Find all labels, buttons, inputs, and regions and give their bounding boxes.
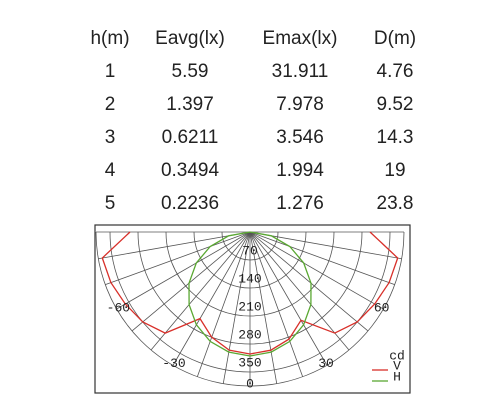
table-cell: 31.911: [271, 60, 329, 82]
spoke: [249, 231, 304, 377]
r-tick-label: 350: [238, 355, 261, 370]
angle-tick-label: -60: [107, 300, 130, 315]
angle-tick-label: -30: [162, 356, 185, 371]
table-cell: 3.546: [276, 126, 324, 148]
table-cell: 19: [384, 159, 406, 181]
outer-arc: [95, 231, 405, 387]
angle-tick-label: 30: [318, 356, 334, 371]
spoke: [249, 231, 369, 332]
r-tick-label: 140: [238, 271, 261, 286]
grid-arc: [165, 231, 335, 317]
spoke: [249, 231, 350, 351]
table-cell: 5: [104, 192, 116, 214]
table-cell: 1: [104, 60, 116, 82]
spoke: [249, 231, 384, 310]
table-cell: Emax(lx): [262, 27, 338, 49]
table-row: 3 0.6211 3.546 14.3: [80, 121, 430, 154]
legend-label: V: [393, 358, 401, 373]
table-cell: 5.59: [171, 60, 209, 82]
curve: [101, 231, 399, 355]
table-cell: 7.978: [276, 93, 324, 115]
spoke: [150, 231, 251, 351]
plot-frame: [94, 224, 411, 394]
table-cell: 0.6211: [161, 126, 219, 148]
table-cell: 14.3: [376, 126, 414, 148]
table-cell: 4: [104, 159, 116, 181]
spoke: [116, 231, 251, 310]
r-tick-label: 280: [238, 327, 261, 342]
table-cell: h(m): [90, 27, 130, 49]
table-row: h(m) Eavg(lx) Emax(lx) D(m): [80, 22, 430, 55]
table-cell: D(m): [373, 27, 417, 49]
spoke: [249, 231, 328, 366]
curve: [188, 231, 312, 357]
spoke: [222, 231, 251, 384]
angle-tick-label: 0: [246, 376, 254, 391]
spoke: [172, 231, 251, 366]
spoke: [196, 231, 251, 377]
table-row: 1 5.59 31.911 4.76: [80, 55, 430, 88]
table-cell: Eavg(lx): [155, 27, 225, 49]
spoke: [249, 231, 395, 286]
angle-tick-label: 60: [374, 300, 390, 315]
table-cell: 0.2236: [160, 192, 220, 214]
table-cell: 1.397: [166, 93, 214, 115]
unit-label: cd: [389, 348, 405, 363]
table-cell: 1.276: [276, 192, 324, 214]
table-row: 4 0.3494 1.994 19: [80, 154, 430, 187]
table-cell: 23.8: [376, 192, 414, 214]
r-tick-label: 70: [242, 243, 258, 258]
table-cell: 3: [104, 126, 116, 148]
grid-arc: [193, 231, 307, 289]
spoke: [98, 231, 251, 260]
table-row: 2 1.397 7.978 9.52: [80, 88, 430, 121]
spoke: [105, 231, 251, 286]
grid-arc: [109, 231, 391, 373]
legend-label: H: [393, 369, 401, 384]
table-cell: 0.3494: [160, 159, 220, 181]
table-cell: 4.76: [376, 60, 414, 82]
table-cell: 1.994: [276, 159, 324, 181]
table-cell: 2: [104, 93, 116, 115]
spoke: [131, 231, 251, 332]
r-tick-label: 210: [238, 299, 261, 314]
data-table: h(m) Eavg(lx) Emax(lx) D(m) 1 5.59 31.911 4.76 2…: [80, 22, 430, 220]
table-cell: 9.52: [376, 93, 414, 115]
grid-arc: [137, 231, 363, 345]
spoke: [249, 231, 278, 384]
spoke: [249, 231, 402, 260]
grid-arc: [221, 231, 279, 261]
table-row: 5 0.2236 1.276 23.8: [80, 187, 430, 220]
